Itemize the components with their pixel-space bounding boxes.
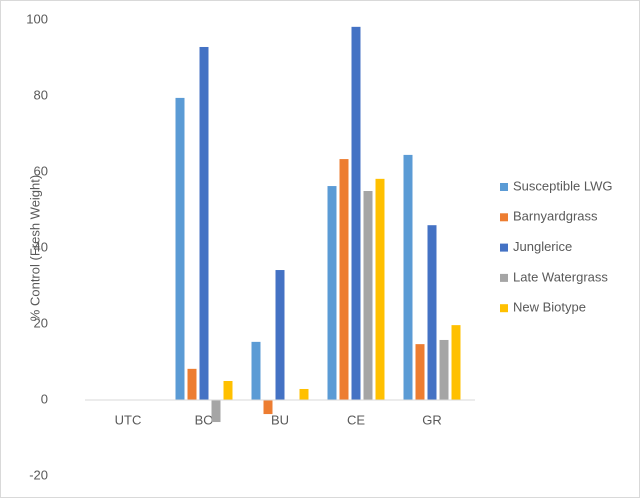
legend-swatch xyxy=(500,213,508,222)
bar xyxy=(375,178,385,400)
bar xyxy=(339,159,349,400)
bar xyxy=(351,26,361,401)
bar xyxy=(439,339,449,400)
legend-swatch xyxy=(500,273,508,282)
x-tick-label: GR xyxy=(422,412,442,427)
bar xyxy=(275,270,285,400)
bar xyxy=(327,186,337,400)
y-tick-label: 40 xyxy=(34,239,48,254)
legend-label: Late Watergrass xyxy=(513,269,608,284)
bar xyxy=(175,97,185,401)
bar xyxy=(299,388,309,400)
bar xyxy=(251,341,261,400)
y-tick-label: 20 xyxy=(34,315,48,330)
y-tick-label: 60 xyxy=(34,163,48,178)
x-tick-label: BU xyxy=(271,412,289,427)
x-tick-label: UTC xyxy=(115,412,142,427)
y-tick-label: 80 xyxy=(34,87,48,102)
bar xyxy=(187,368,197,400)
bar xyxy=(211,400,221,423)
y-tick-label: -20 xyxy=(29,467,48,482)
legend-label: New Biotype xyxy=(513,300,586,315)
y-tick-label: 0 xyxy=(41,391,48,406)
bar xyxy=(403,154,413,400)
bar xyxy=(263,400,273,415)
legend-swatch xyxy=(500,243,508,252)
x-tick-label: CE xyxy=(347,412,365,427)
legend-label: Barnyardgrass xyxy=(513,209,598,224)
x-tick-label: BO xyxy=(195,412,214,427)
bar xyxy=(199,46,209,400)
y-axis-title: % Control (Fresh Weight) xyxy=(27,175,42,321)
bar xyxy=(363,191,373,400)
legend-swatch xyxy=(500,304,508,313)
legend-label: Junglerice xyxy=(513,239,572,254)
bar xyxy=(451,325,461,400)
y-tick-label: 100 xyxy=(26,11,48,26)
bar xyxy=(415,344,425,400)
bar xyxy=(427,225,437,400)
bar xyxy=(223,381,233,400)
legend-swatch xyxy=(500,183,508,191)
legend-label: Susceptible LWG xyxy=(513,178,612,193)
